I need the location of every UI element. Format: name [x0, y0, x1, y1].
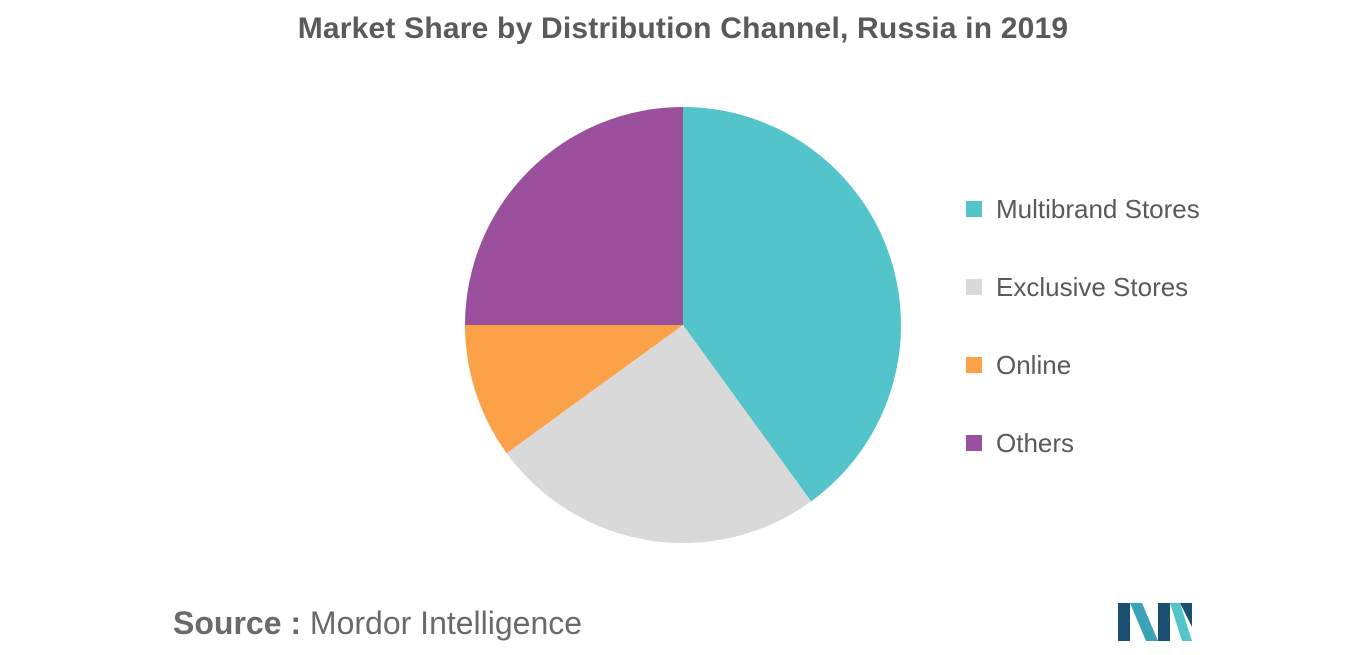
legend-label: Exclusive Stores: [996, 272, 1189, 302]
pie-slice-multibrand-stores[interactable]: [683, 107, 901, 502]
pie-slice-exclusive-stores[interactable]: [506, 325, 812, 543]
legend-label: Multibrand Stores: [996, 194, 1200, 224]
legend-label: Online: [996, 350, 1072, 380]
pie-slice-online[interactable]: [465, 325, 683, 454]
chart-title: Market Share by Distribution Channel, Ru…: [297, 12, 1069, 45]
source-value: Mordor Intelligence: [309, 605, 583, 641]
legend-label: Others: [996, 428, 1075, 458]
pie-slice-others[interactable]: [465, 107, 683, 325]
legend-swatch: [966, 279, 982, 295]
logo-right-diagonal: [1170, 603, 1192, 641]
source-note: Source : Mordor Intelligence: [173, 605, 582, 642]
source-key: Source :: [173, 605, 302, 641]
logo-left-diagonal: [1130, 603, 1158, 641]
logo-left-stem: [1118, 603, 1130, 641]
logo-right-stem: [1180, 603, 1192, 627]
logo-middle-stem: [1158, 603, 1170, 641]
legend-swatch: [966, 357, 982, 373]
legend-swatch: [966, 201, 982, 217]
legend-swatch: [966, 435, 982, 451]
mordor-intelligence-logo: [1118, 603, 1192, 641]
